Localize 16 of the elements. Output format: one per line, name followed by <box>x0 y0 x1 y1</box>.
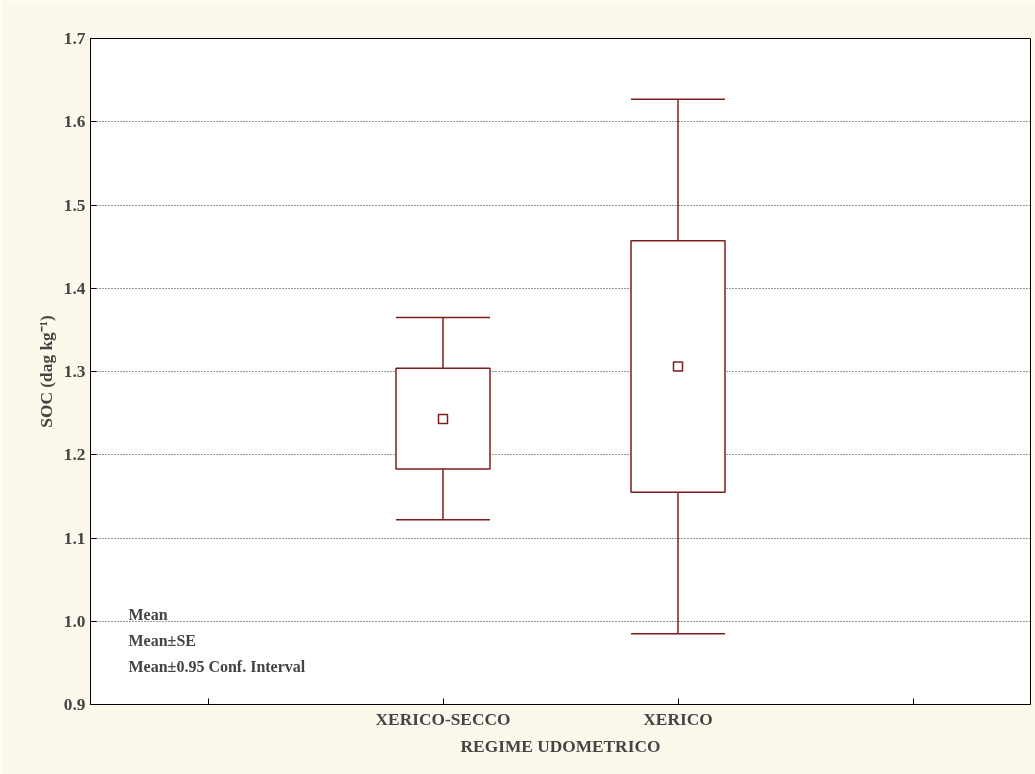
y-tick-label: 1.1 <box>63 528 86 548</box>
x-tick-label: XERICO <box>643 709 713 729</box>
y-tick-label: 1.4 <box>63 278 86 298</box>
y-tick-label: 1.3 <box>63 362 86 381</box>
y-tick-label: 1.0 <box>63 611 86 631</box>
x-axis-title: REGIME UDOMETRICO <box>460 736 661 756</box>
y-tick-label: 1.2 <box>63 445 86 465</box>
annotation: Mean±0.95 Conf. Interval <box>128 657 306 675</box>
x-tick-label: XERICO-SECCO <box>375 709 511 729</box>
annotation: Mean <box>128 605 168 623</box>
y-axis-title: SOC (dag kg⁻¹) <box>36 315 56 428</box>
y-tick-label: 0.9 <box>63 695 86 714</box>
y-tick-label: 1.6 <box>63 112 86 132</box>
y-tick-label: 1.7 <box>63 29 86 48</box>
y-tick-label: 1.5 <box>63 195 86 215</box>
annotation: Mean±SE <box>128 631 196 649</box>
